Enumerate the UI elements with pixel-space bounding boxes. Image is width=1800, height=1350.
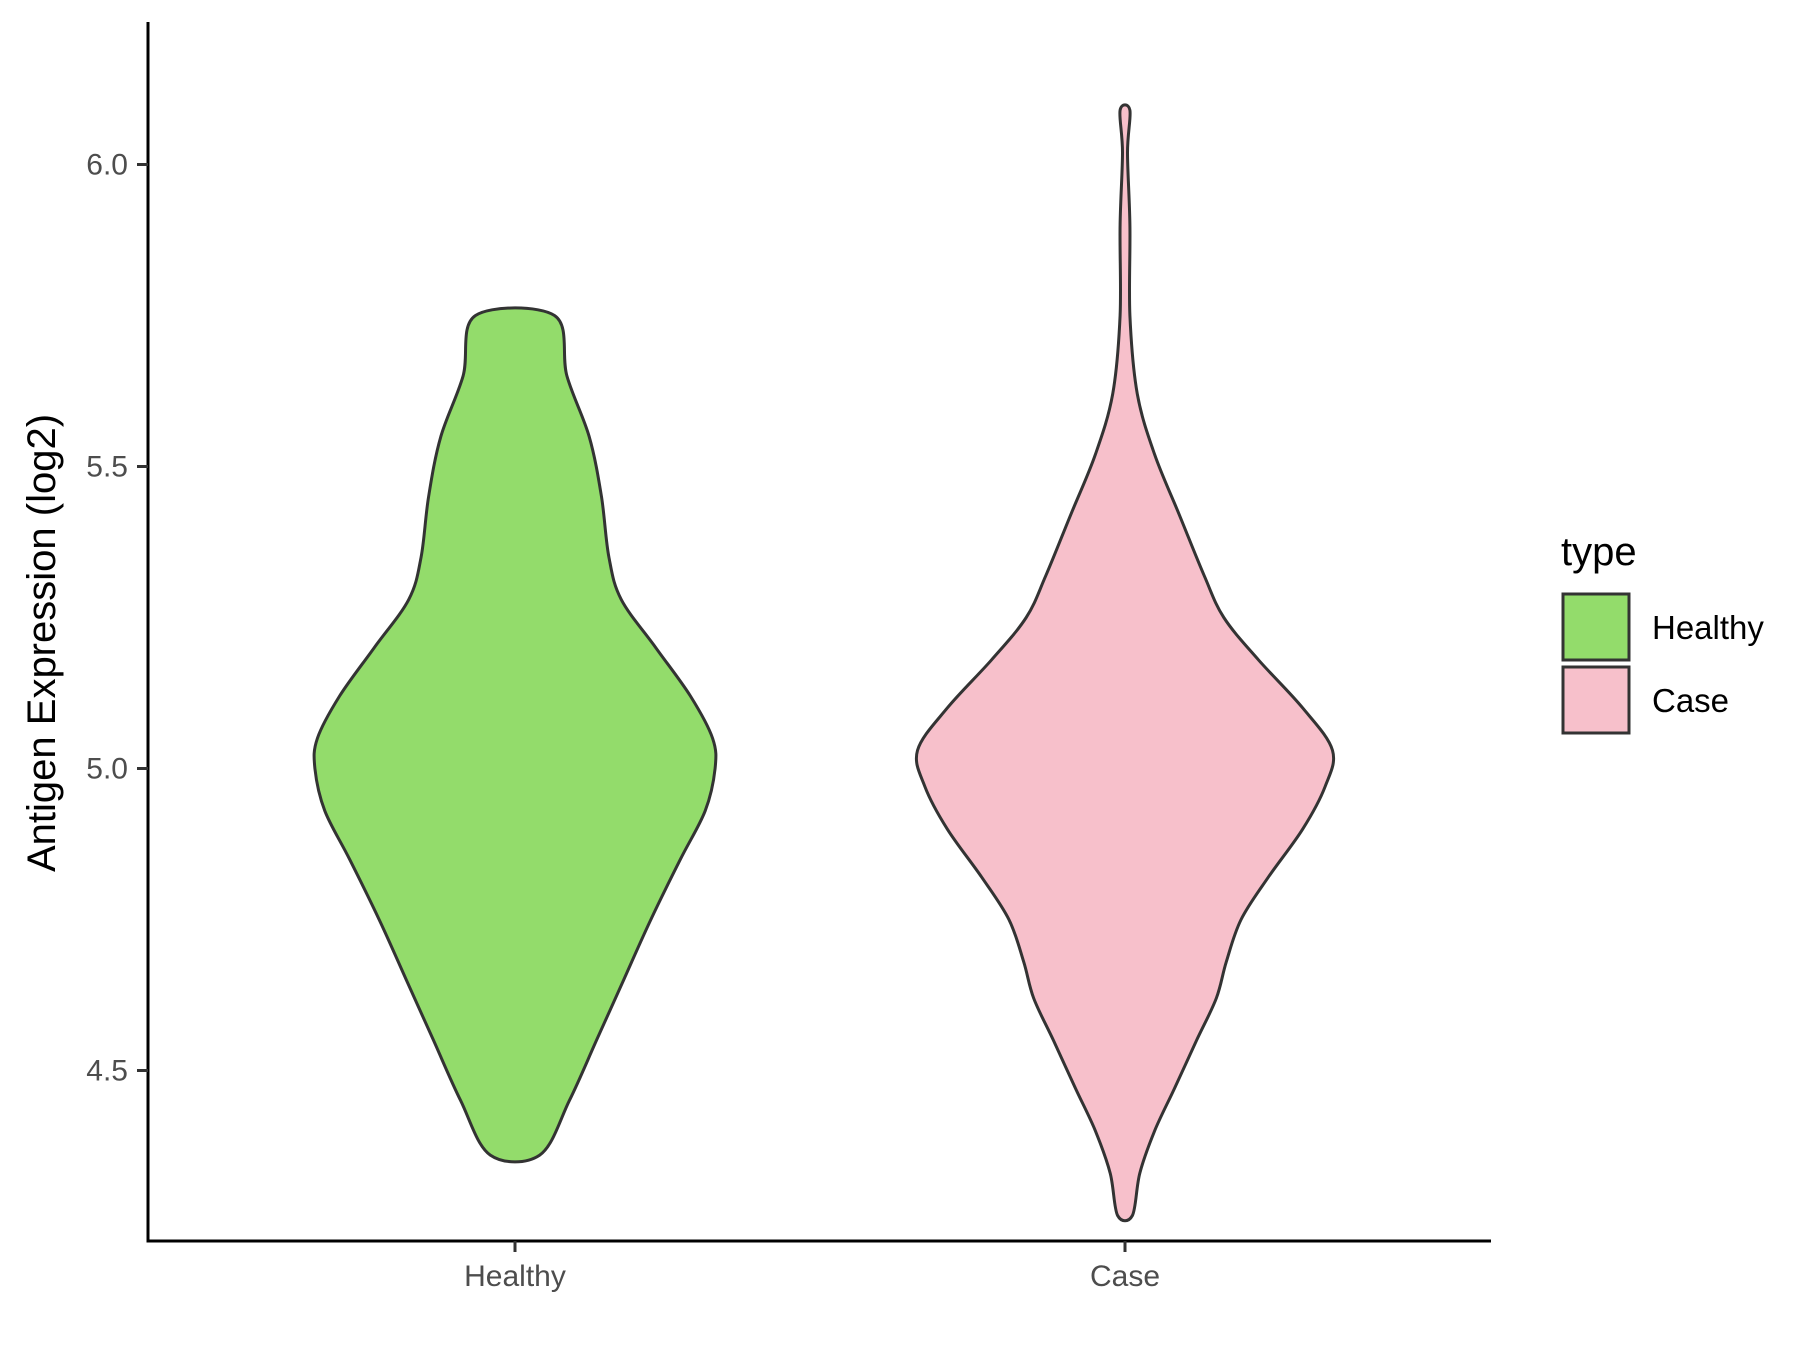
plot-area bbox=[312, 103, 1336, 1223]
y-tick-label: 4.5 bbox=[86, 1055, 128, 1088]
legend-swatch-healthy bbox=[1561, 592, 1631, 662]
y-tick-label: 6.0 bbox=[86, 149, 128, 182]
y-tick-label: 5.5 bbox=[86, 451, 128, 484]
legend-title: type bbox=[1561, 530, 1637, 574]
violin-case bbox=[914, 103, 1336, 1223]
violin-healthy bbox=[312, 306, 718, 1164]
legend-label-case: Case bbox=[1652, 682, 1729, 719]
legend-swatch-case bbox=[1561, 665, 1631, 735]
y-axis-ticks: 4.5 5.0 5.5 6.0 bbox=[86, 149, 148, 1088]
y-axis-title: Antigen Expression (log2) bbox=[20, 414, 64, 872]
x-tick-label: Case bbox=[1090, 1260, 1160, 1293]
legend: type Healthy Case bbox=[1561, 530, 1764, 735]
legend-label-healthy: Healthy bbox=[1652, 609, 1764, 646]
legend-entries: Healthy Case bbox=[1561, 592, 1764, 735]
x-axis-ticks: Healthy Case bbox=[464, 1241, 1160, 1293]
x-tick-label: Healthy bbox=[464, 1260, 566, 1293]
y-tick-label: 5.0 bbox=[86, 753, 128, 786]
